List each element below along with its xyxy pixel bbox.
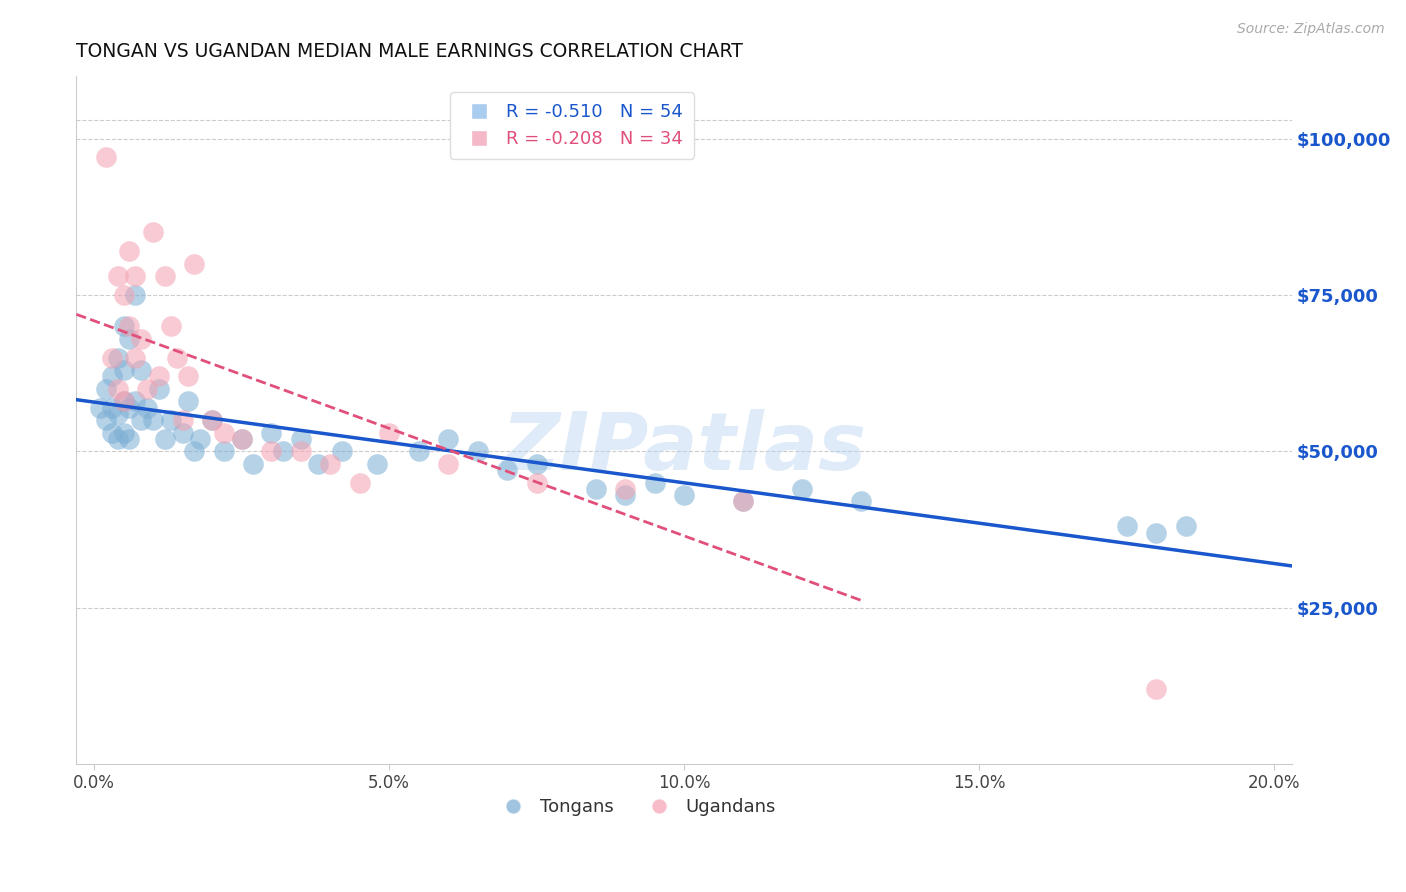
Point <box>260 425 283 440</box>
Point <box>290 432 312 446</box>
Point <box>100 425 122 440</box>
Point <box>437 457 460 471</box>
Point <box>107 269 129 284</box>
Point <box>614 482 637 496</box>
Point <box>849 494 872 508</box>
Point <box>408 444 430 458</box>
Point <box>366 457 388 471</box>
Point <box>172 413 194 427</box>
Point <box>100 351 122 365</box>
Point <box>107 351 129 365</box>
Text: ZIPatlas: ZIPatlas <box>502 409 866 486</box>
Point <box>212 425 235 440</box>
Point <box>1144 681 1167 696</box>
Point <box>1174 519 1197 533</box>
Point <box>107 407 129 421</box>
Point <box>118 432 141 446</box>
Point <box>94 382 117 396</box>
Point <box>118 332 141 346</box>
Point <box>118 401 141 415</box>
Point <box>731 494 754 508</box>
Point <box>94 151 117 165</box>
Text: TONGAN VS UGANDAN MEDIAN MALE EARNINGS CORRELATION CHART: TONGAN VS UGANDAN MEDIAN MALE EARNINGS C… <box>76 42 744 61</box>
Point <box>1144 525 1167 540</box>
Point <box>644 475 666 490</box>
Point <box>790 482 813 496</box>
Point <box>526 475 548 490</box>
Point <box>159 413 181 427</box>
Point <box>242 457 264 471</box>
Point <box>148 369 170 384</box>
Point <box>231 432 253 446</box>
Point <box>201 413 224 427</box>
Point <box>201 413 224 427</box>
Point <box>260 444 283 458</box>
Point <box>172 425 194 440</box>
Point <box>177 394 200 409</box>
Point <box>107 382 129 396</box>
Point <box>467 444 489 458</box>
Point <box>731 494 754 508</box>
Point <box>159 319 181 334</box>
Point <box>349 475 371 490</box>
Point <box>124 288 146 302</box>
Point <box>148 382 170 396</box>
Point <box>177 369 200 384</box>
Point <box>496 463 519 477</box>
Point <box>136 382 159 396</box>
Point <box>124 351 146 365</box>
Point <box>1115 519 1137 533</box>
Point <box>166 351 188 365</box>
Point <box>112 394 135 409</box>
Point <box>100 401 122 415</box>
Point <box>129 413 152 427</box>
Point <box>136 401 159 415</box>
Point <box>307 457 329 471</box>
Point <box>112 319 135 334</box>
Point <box>585 482 607 496</box>
Point <box>112 288 135 302</box>
Point <box>212 444 235 458</box>
Point <box>100 369 122 384</box>
Point <box>526 457 548 471</box>
Point <box>188 432 211 446</box>
Point <box>118 244 141 259</box>
Point <box>107 432 129 446</box>
Point <box>112 425 135 440</box>
Point <box>330 444 353 458</box>
Point <box>112 363 135 377</box>
Point <box>231 432 253 446</box>
Point <box>290 444 312 458</box>
Point <box>319 457 342 471</box>
Point <box>118 319 141 334</box>
Point <box>614 488 637 502</box>
Point <box>124 394 146 409</box>
Point <box>112 394 135 409</box>
Point <box>153 432 176 446</box>
Point <box>94 413 117 427</box>
Legend: Tongans, Ugandans: Tongans, Ugandans <box>488 791 783 823</box>
Point <box>183 444 205 458</box>
Point <box>271 444 294 458</box>
Point <box>153 269 176 284</box>
Point <box>183 257 205 271</box>
Point <box>129 363 152 377</box>
Point <box>142 226 165 240</box>
Point <box>673 488 696 502</box>
Point <box>124 269 146 284</box>
Point <box>378 425 401 440</box>
Text: Source: ZipAtlas.com: Source: ZipAtlas.com <box>1237 22 1385 37</box>
Point <box>129 332 152 346</box>
Point <box>142 413 165 427</box>
Point <box>437 432 460 446</box>
Point <box>89 401 111 415</box>
